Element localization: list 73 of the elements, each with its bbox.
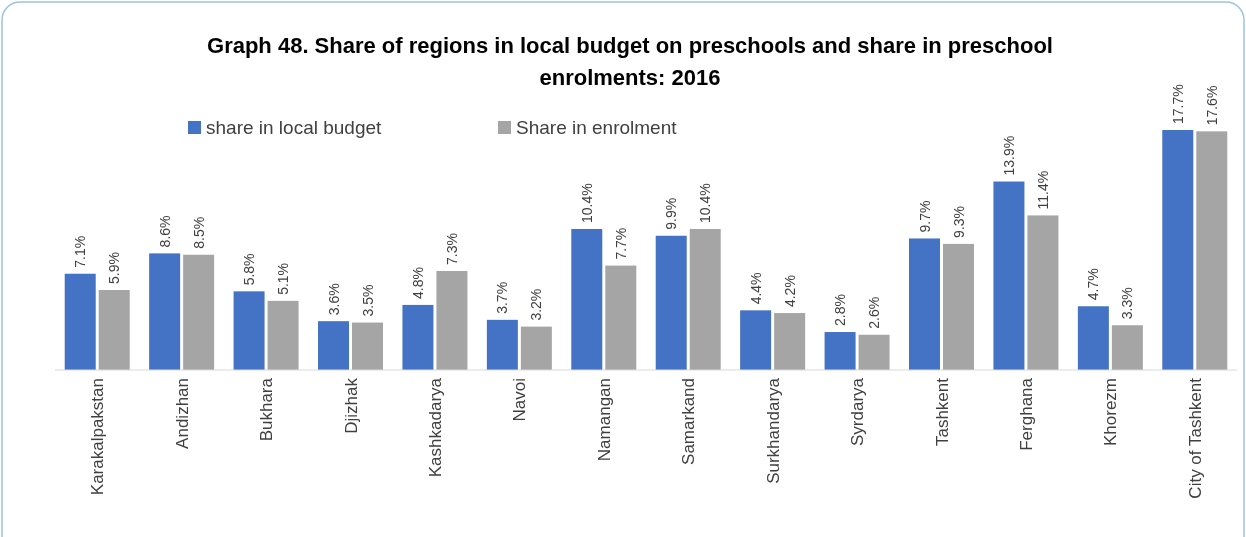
bar: [486, 319, 518, 370]
legend-label: Share in enrolment: [516, 117, 678, 138]
bar: [858, 334, 890, 370]
bar: [943, 243, 974, 370]
chart-title: Graph 48. Share of regions in local budget on preschools and share in preschool enrolments: 2016: [207, 33, 1053, 90]
bar: [267, 300, 299, 370]
data-label: 5.9%: [106, 252, 123, 284]
bar: [824, 332, 856, 370]
x-tick-label: Karakalpakstan: [88, 378, 108, 496]
x-tick-label: Kashkadarya: [425, 377, 445, 478]
legend-label: share in local budget: [206, 117, 383, 138]
data-label: 10.4%: [578, 183, 595, 223]
bar: [740, 310, 772, 370]
bar: [318, 321, 349, 370]
bar: [1027, 215, 1059, 370]
bar: [436, 271, 468, 370]
data-label: 7.7%: [612, 227, 629, 260]
data-label: 3.7%: [494, 281, 511, 314]
bar: [605, 265, 637, 370]
data-label: 7.3%: [443, 233, 460, 266]
bar: [993, 181, 1025, 370]
data-label: 4.2%: [781, 275, 798, 308]
data-label: 9.7%: [916, 200, 933, 233]
data-label: 9.9%: [663, 197, 680, 230]
data-label: 4.7%: [1085, 268, 1102, 301]
data-label: 3.5%: [359, 284, 376, 317]
x-tick-label: Khorezm: [1101, 378, 1121, 447]
bar: [352, 322, 383, 370]
x-tick-label: Ferghana: [1016, 377, 1036, 451]
data-label: 17.7%: [1169, 84, 1186, 124]
x-tick-label: Navoi: [510, 378, 530, 422]
data-label: 10.4%: [697, 183, 714, 223]
data-label: 5.8%: [241, 253, 258, 286]
data-label: 9.3%: [950, 205, 967, 238]
data-label: 8.5%: [190, 216, 207, 249]
data-label: 11.4%: [1034, 170, 1051, 210]
bar: [1111, 325, 1143, 370]
data-label: 3.3%: [1119, 287, 1136, 320]
data-label: 2.6%: [866, 296, 883, 329]
x-tick-label: Samarkand: [679, 378, 699, 465]
bar: [1196, 131, 1228, 370]
data-label: 4.4%: [747, 272, 764, 305]
x-tick-label: Namangan: [594, 378, 614, 462]
bar: [774, 313, 806, 370]
x-tick-label: City of Tashkent: [1185, 377, 1205, 499]
bar: [1162, 130, 1194, 370]
x-tick-label: Surkhandarya: [763, 377, 783, 484]
bar: [655, 235, 687, 370]
bar: [402, 304, 434, 370]
bar: [98, 290, 130, 370]
data-label: 2.8%: [832, 294, 849, 327]
bar: [233, 291, 265, 370]
bar: [689, 228, 721, 370]
data-label: 3.6%: [325, 283, 342, 316]
x-tick-label: Tashkent: [932, 377, 952, 447]
data-label: 4.8%: [409, 266, 426, 299]
x-tick-label: Syrdarya: [848, 377, 868, 447]
bar: [909, 238, 940, 370]
data-label: 7.1%: [72, 235, 89, 268]
data-label: 3.2%: [528, 288, 545, 321]
data-label: 13.9%: [1000, 135, 1017, 176]
bar: [64, 273, 96, 370]
data-label: 5.1%: [275, 262, 292, 295]
bar: [149, 253, 181, 370]
bar: [183, 254, 215, 370]
data-label: 17.6%: [1203, 85, 1220, 126]
x-tick-label: Djizhak: [341, 377, 361, 434]
bar: [571, 228, 603, 370]
x-tick-label: Andizhan: [172, 378, 192, 449]
bar: [520, 326, 552, 370]
bar: [1077, 306, 1109, 370]
data-label: 8.6%: [156, 215, 173, 248]
x-tick-label: Bukhara: [257, 377, 277, 442]
